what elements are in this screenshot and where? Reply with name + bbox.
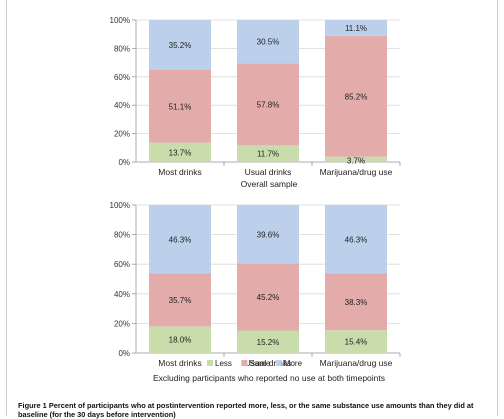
bar-segment-more xyxy=(149,205,211,274)
legend-swatch-same xyxy=(241,360,248,366)
data-label: 11.7% xyxy=(257,150,279,159)
y-tick-label: 0% xyxy=(118,349,130,358)
x-axis-title: Overall sample xyxy=(241,179,298,189)
figure-caption: Figure 1 Percent of participants who at … xyxy=(18,401,498,419)
bar-segment-less xyxy=(149,142,211,162)
y-tick-label: 20% xyxy=(114,130,130,139)
bar-segment-same xyxy=(325,35,387,157)
bar-segment-more xyxy=(325,20,387,36)
bar-segment-same xyxy=(149,69,211,143)
data-label: 11.1% xyxy=(345,24,367,33)
data-label: 38.3% xyxy=(345,298,368,307)
bar-segment-less xyxy=(237,330,299,353)
y-tick-label: 80% xyxy=(114,44,130,53)
legend-swatch-more xyxy=(275,360,282,366)
legend-label: Less xyxy=(215,359,232,368)
data-label: 46.3% xyxy=(169,235,192,244)
bar-segment-more xyxy=(237,205,299,264)
data-label: 39.6% xyxy=(257,230,280,239)
y-tick-label: 0% xyxy=(118,158,130,167)
y-tick-label: 100% xyxy=(110,201,130,210)
data-label: 51.1% xyxy=(169,102,192,111)
bar-segment-same xyxy=(325,273,387,331)
data-label: 13.7% xyxy=(169,148,192,157)
bar-segment-same xyxy=(237,63,299,146)
data-label: 35.2% xyxy=(169,41,192,50)
bar-segment-less xyxy=(149,326,211,353)
bar-segment-less xyxy=(237,145,299,162)
legend-label: Same xyxy=(249,359,270,368)
data-label: 18.0% xyxy=(169,336,192,345)
bar-segment-same xyxy=(237,263,299,331)
x-category-label: Usual drinks xyxy=(245,167,292,177)
y-tick-label: 100% xyxy=(110,16,130,25)
legend-swatch-less xyxy=(207,360,213,366)
x-category-label: Most drinks xyxy=(158,167,201,177)
x-category-label: Usual drinks xyxy=(245,358,292,368)
data-label: 85.2% xyxy=(345,92,368,101)
bar-segment-more xyxy=(237,20,299,64)
bar-segment-same xyxy=(149,273,211,327)
legend-label: More xyxy=(284,359,303,368)
y-tick-label: 80% xyxy=(114,231,130,240)
data-label: 35.7% xyxy=(169,296,192,305)
data-label: 45.2% xyxy=(257,293,280,302)
x-axis-title: Excluding participants who reported no u… xyxy=(153,373,385,383)
data-label: 46.3% xyxy=(345,235,368,244)
figure-frame xyxy=(6,0,498,416)
data-label: 15.2% xyxy=(257,338,280,347)
data-label: 30.5% xyxy=(257,38,280,47)
bar-segment-more xyxy=(325,205,387,274)
x-category-label: Marijuana/drug use xyxy=(320,167,393,177)
y-tick-label: 60% xyxy=(114,73,130,82)
bar-segment-less xyxy=(325,156,387,162)
figure-caption-text: Percent of participants who at postinter… xyxy=(18,401,474,419)
data-label: 57.8% xyxy=(257,100,280,109)
figure-label: Figure 1 xyxy=(18,401,47,410)
bar-segment-less xyxy=(325,330,387,353)
x-category-label: Most drinks xyxy=(158,358,201,368)
data-label: 3.7% xyxy=(347,157,365,166)
data-label: 15.4% xyxy=(345,338,368,347)
y-tick-label: 40% xyxy=(114,101,130,110)
x-category-label: Marijuana/drug use xyxy=(320,358,393,368)
y-tick-label: 60% xyxy=(114,260,130,269)
y-tick-label: 40% xyxy=(114,290,130,299)
y-tick-label: 20% xyxy=(114,319,130,328)
bar-segment-more xyxy=(149,20,211,70)
